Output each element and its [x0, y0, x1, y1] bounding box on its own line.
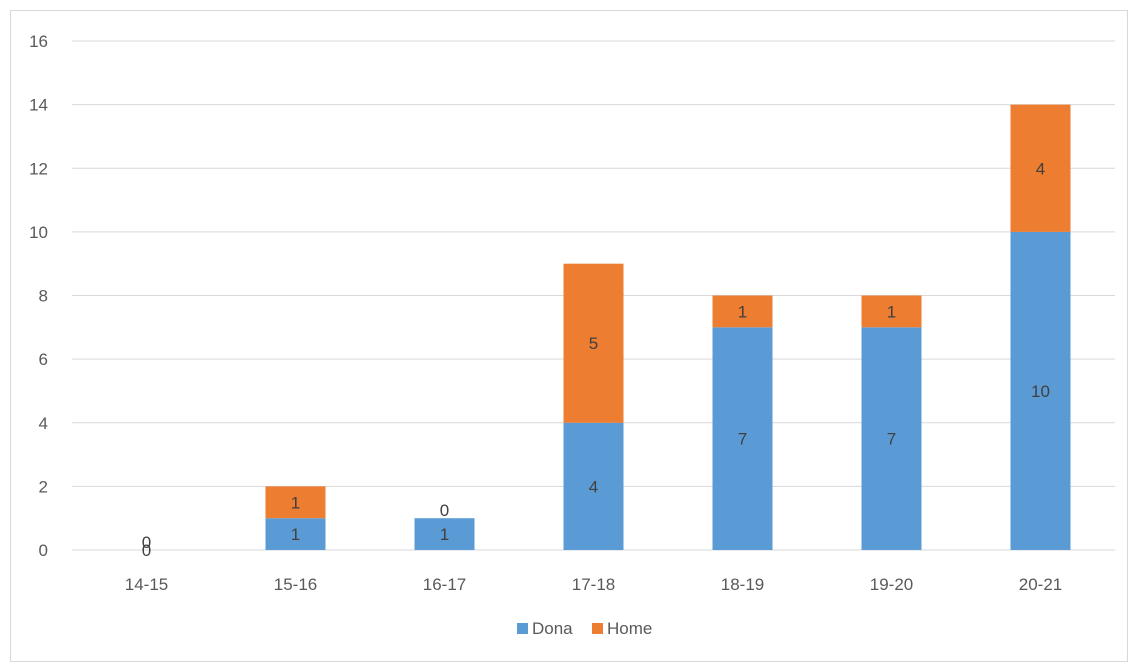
x-tick-label: 20-21: [1019, 575, 1062, 594]
bar-home-19-20: [861, 295, 922, 328]
y-tick-label: 16: [29, 32, 48, 51]
y-tick-label: 6: [39, 350, 48, 369]
x-tick-label: 17-18: [572, 575, 615, 594]
data-label-home-19-20: 1: [887, 302, 896, 321]
legend-swatch-home: [592, 623, 603, 634]
data-label-home-17-18: 5: [589, 334, 598, 353]
data-label-home-14-15: 0: [142, 533, 151, 552]
data-label-dona-17-18: 4: [589, 477, 598, 496]
data-label-dona-15-16: 1: [291, 525, 300, 544]
data-label-home-15-16: 1: [291, 493, 300, 512]
x-axis-ticks: 14-15 15-16 16-17 17-18 18-19 19-20 20-21: [125, 575, 1062, 594]
x-tick-label: 15-16: [274, 575, 317, 594]
legend-label-dona: Dona: [532, 619, 573, 638]
bar-home-20-21: [1010, 104, 1071, 232]
gridlines: [72, 40, 1115, 551]
x-tick-label: 19-20: [870, 575, 913, 594]
y-tick-label: 14: [29, 96, 48, 115]
x-tick-label: 16-17: [423, 575, 466, 594]
data-label-dona-14-15: 0: [142, 541, 151, 560]
x-tick-label: 14-15: [125, 575, 168, 594]
data-label-dona-20-21: 10: [1031, 382, 1050, 401]
bar-dona-15-16: [265, 518, 326, 550]
y-tick-label: 8: [39, 287, 48, 306]
data-label-home-18-19: 1: [738, 302, 747, 321]
y-tick-label: 0: [39, 541, 48, 560]
bar-dona-18-19: [712, 327, 773, 550]
y-tick-label: 10: [29, 223, 48, 242]
bar-home-18-19: [712, 295, 773, 328]
bar-home-17-18: [563, 263, 624, 423]
bars: [265, 104, 1071, 550]
bar-dona-19-20: [861, 327, 922, 550]
data-label-dona-18-19: 7: [738, 430, 747, 449]
data-label-dona-19-20: 7: [887, 430, 896, 449]
y-tick-label: 4: [39, 414, 48, 433]
bar-dona-20-21: [1010, 231, 1071, 550]
bar-dona-16-17: [414, 518, 475, 550]
data-label-home-16-17: 0: [440, 501, 449, 520]
bar-home-15-16: [265, 486, 326, 519]
legend-label-home: Home: [607, 619, 652, 638]
data-label-dona-16-17: 1: [440, 525, 449, 544]
bar-dona-17-18: [563, 422, 624, 550]
y-tick-label: 2: [39, 477, 48, 496]
y-axis-ticks: 0 2 4 6 8 10 12 14 16: [29, 32, 48, 560]
legend: Dona Home: [517, 619, 652, 638]
legend-swatch-dona: [517, 623, 528, 634]
y-tick-label: 12: [29, 159, 48, 178]
data-label-home-20-21: 4: [1036, 159, 1045, 178]
x-tick-label: 18-19: [721, 575, 764, 594]
